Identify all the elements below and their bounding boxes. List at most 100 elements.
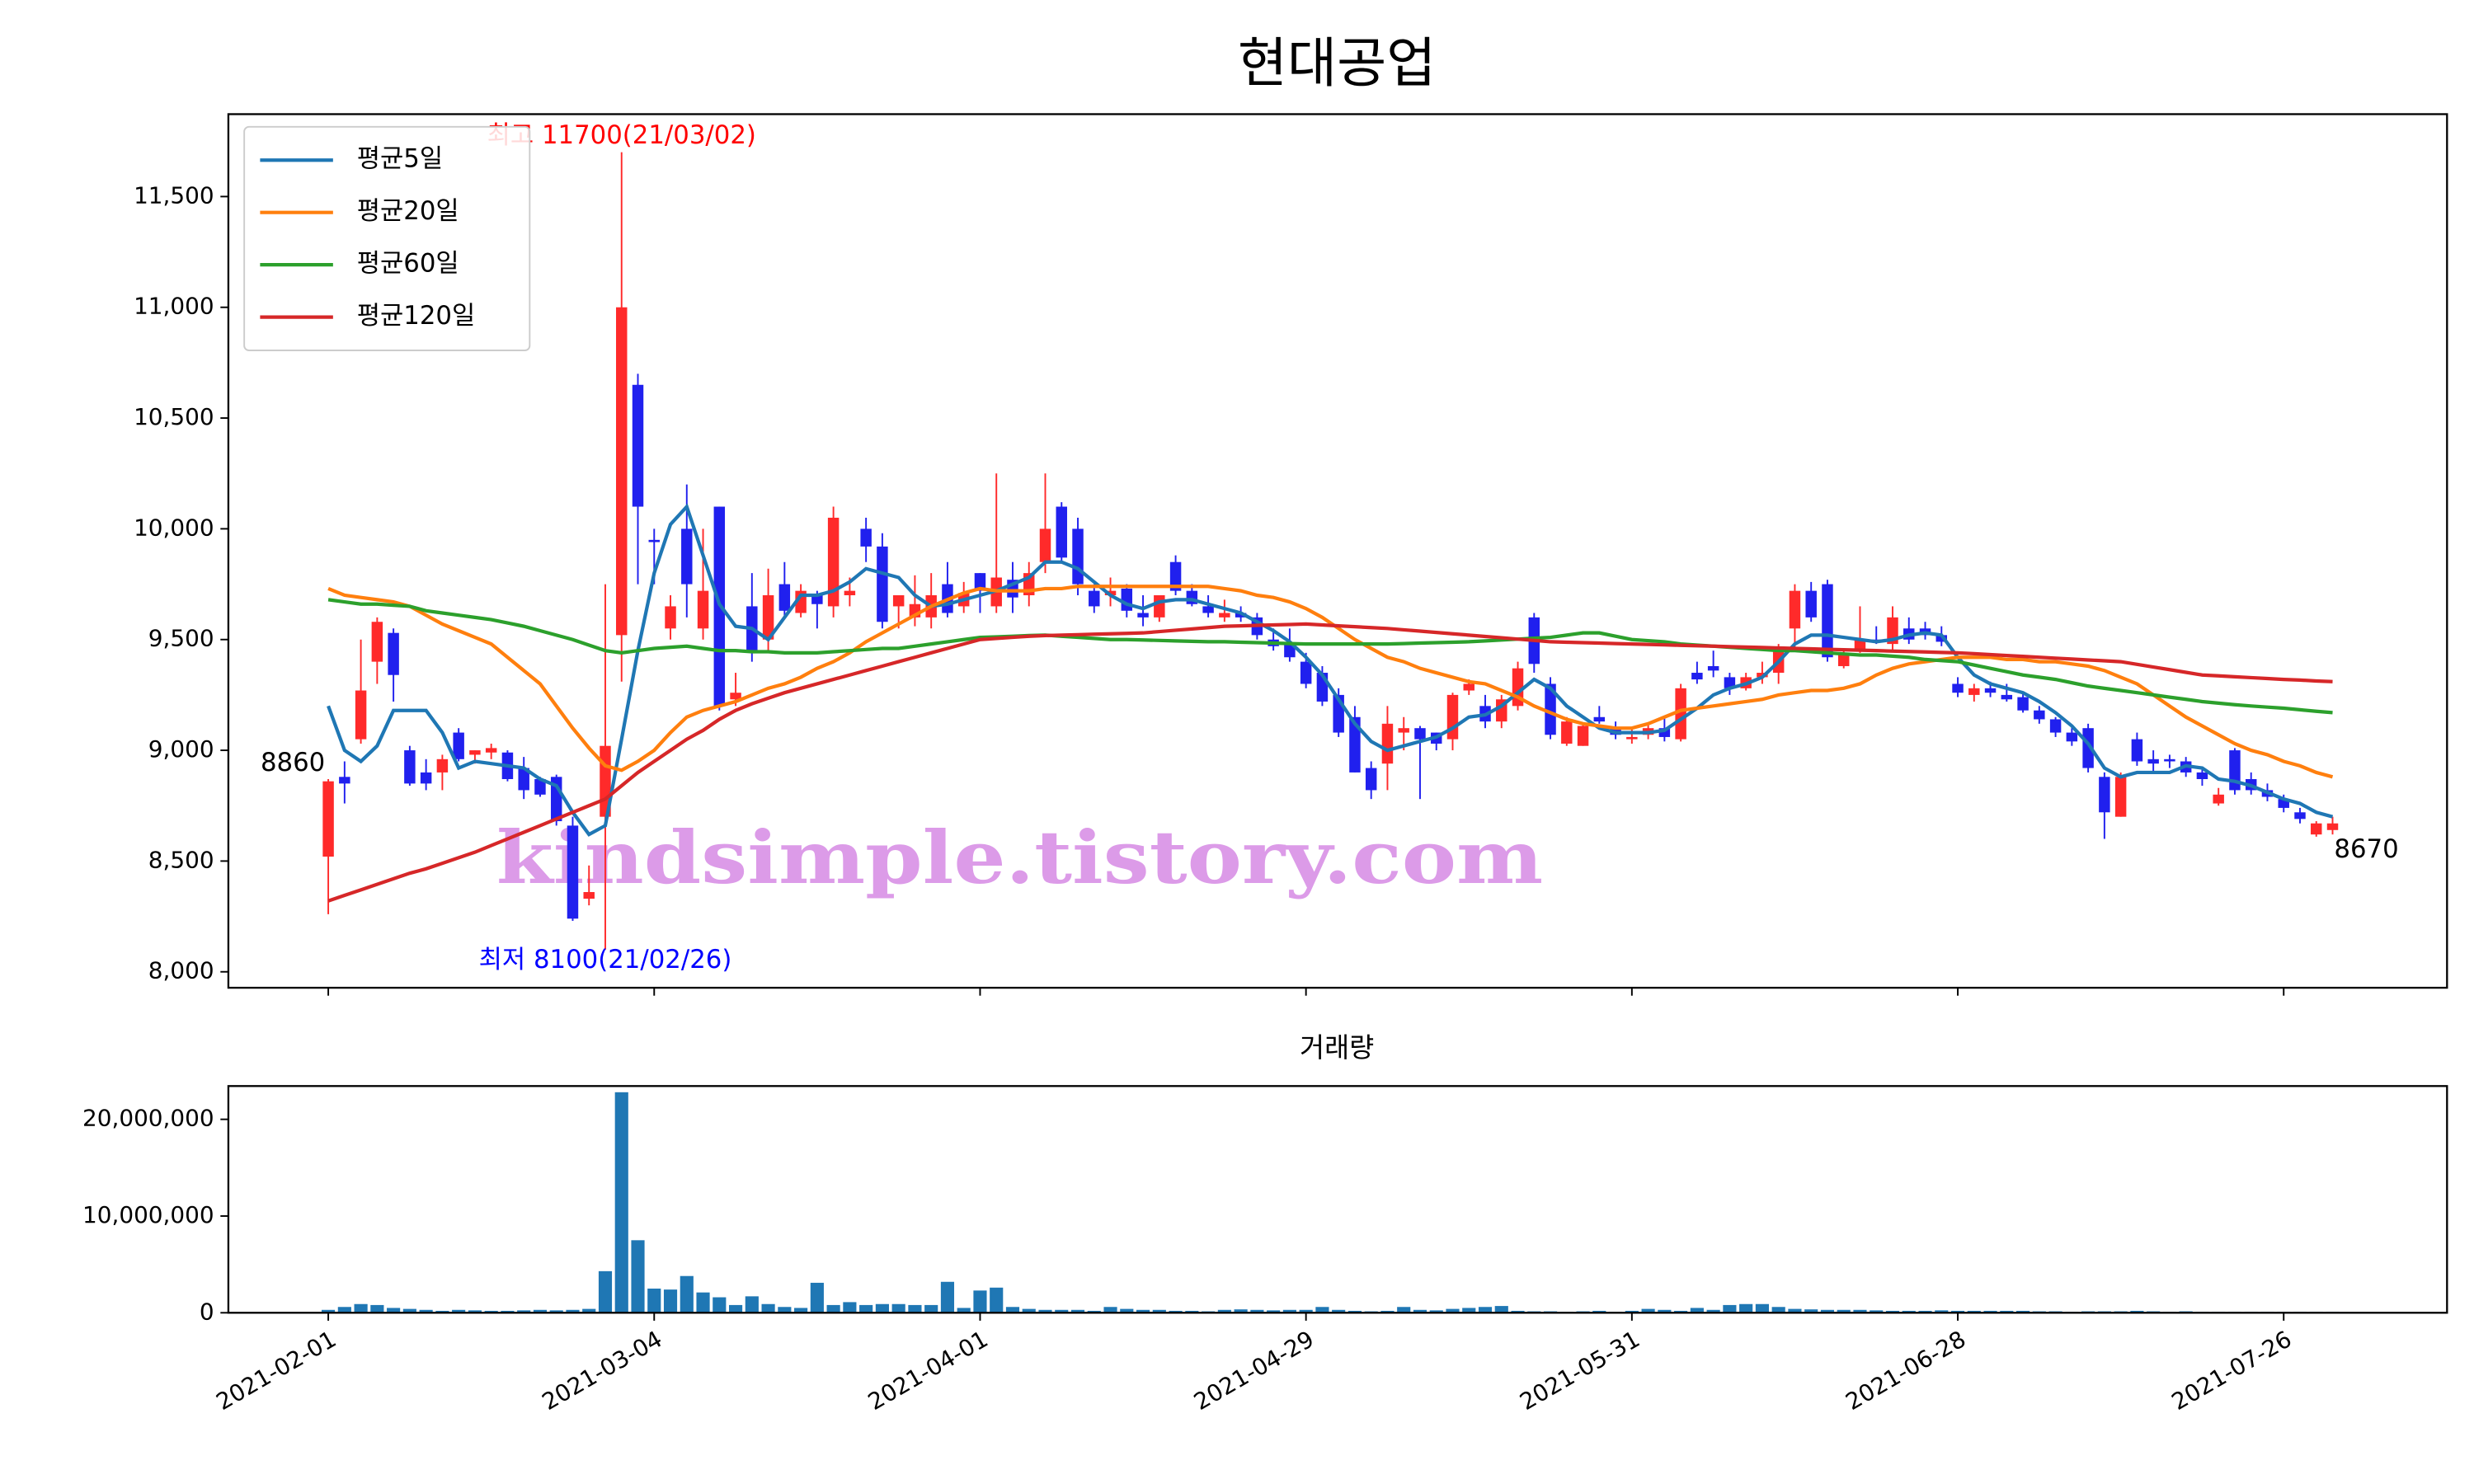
legend-box <box>243 125 531 351</box>
volume-bar <box>1853 1309 1867 1313</box>
candle-body <box>2147 758 2159 764</box>
volume-bar <box>778 1307 792 1313</box>
volume-bar <box>810 1282 824 1313</box>
candle-body <box>2114 777 2127 817</box>
candle-body <box>1935 635 1948 642</box>
ma-line <box>327 598 2333 715</box>
volume-bar <box>794 1308 808 1313</box>
volume-bar <box>1983 1310 1997 1313</box>
candle-body <box>583 892 595 899</box>
y-tick-label: 11,500 <box>134 181 214 209</box>
candle-body <box>2164 758 2175 762</box>
volume-bar <box>614 1092 628 1313</box>
volume-bar <box>337 1307 351 1313</box>
volume-bar <box>663 1289 678 1313</box>
volume-bar <box>1918 1310 1932 1313</box>
candle-body <box>2034 710 2045 720</box>
candle-body <box>518 768 529 791</box>
y-tick-label: 0 <box>200 1298 214 1325</box>
candle-body <box>877 546 888 622</box>
candle-body <box>1056 506 1067 558</box>
annotation: 최고 11700(21/03/02) <box>487 120 756 150</box>
candle-body <box>860 528 872 547</box>
candle-body <box>1789 590 1801 629</box>
volume-bar <box>940 1281 955 1313</box>
candle-body <box>2294 812 2306 819</box>
candle-body <box>534 778 546 795</box>
candle-body <box>697 590 709 629</box>
volume-bar <box>1625 1310 1639 1313</box>
candle-body <box>453 732 464 759</box>
candle-body <box>2278 799 2289 808</box>
candle-body <box>1463 683 1475 691</box>
volume-bar <box>1315 1307 1329 1313</box>
volume-bar <box>1332 1309 1346 1313</box>
volume-bar <box>1169 1310 1183 1313</box>
volume-bar <box>1902 1310 1916 1313</box>
candle-body <box>1577 726 1589 746</box>
volume-bar <box>1478 1307 1493 1313</box>
volume-bar <box>1837 1309 1851 1313</box>
volume-bar <box>1055 1309 1069 1313</box>
y-tick-label: 10,500 <box>134 403 214 430</box>
volume-bar <box>1641 1308 1655 1313</box>
volume-bar <box>1103 1307 1117 1313</box>
volume-bar <box>1755 1303 1769 1313</box>
volume-bar <box>761 1303 775 1313</box>
candle-body <box>469 750 481 755</box>
volume-bar <box>957 1308 971 1313</box>
volume-bar <box>696 1292 710 1313</box>
annotation: 최저 8100(21/02/26) <box>479 945 732 974</box>
candle-body <box>1446 694 1459 740</box>
volume-bar <box>322 1309 336 1313</box>
candle-body <box>2099 777 2110 813</box>
candle-body <box>420 772 432 784</box>
candle-body <box>778 584 791 611</box>
volume-bar <box>484 1310 498 1313</box>
candle-body <box>844 590 856 596</box>
candle-body <box>2066 732 2078 742</box>
volume-bar <box>713 1297 727 1313</box>
volume-bar <box>598 1270 613 1313</box>
candle-body <box>485 748 497 753</box>
candle-body <box>1675 688 1686 740</box>
ma-line <box>327 622 2333 903</box>
candle-body <box>665 606 676 629</box>
volume-bar <box>2130 1310 2144 1313</box>
volume-bar <box>990 1287 1004 1313</box>
candle-body <box>1545 683 1556 735</box>
volume-bar <box>1022 1308 1036 1313</box>
volume-bar <box>728 1304 743 1313</box>
candle-body <box>567 825 579 919</box>
annotation: 8860 <box>261 748 325 777</box>
candle-body <box>616 307 628 636</box>
legend-label: 평균20일 <box>357 196 459 226</box>
candle-body <box>388 632 399 675</box>
volume-bar <box>1087 1310 1101 1313</box>
price-frame <box>227 113 2448 989</box>
candle-body <box>1121 588 1133 611</box>
candle-body <box>2311 823 2322 835</box>
candle-body <box>1235 613 1247 618</box>
volume-bar <box>1592 1310 1606 1313</box>
volume-bar <box>1348 1310 1362 1313</box>
volume-title: 거래량 <box>1300 1032 1374 1064</box>
candle-body <box>2213 794 2224 804</box>
candle-body <box>1854 639 1866 651</box>
candle-body <box>730 693 741 700</box>
candle-body <box>1805 590 1817 618</box>
candle-body <box>1561 721 1573 744</box>
price-panel: 8,000 8,500 9,000 9,500 10,000 10,500 11,000 11… <box>134 120 2399 996</box>
volume-bar <box>517 1310 531 1313</box>
y-tick-label: 10,000,000 <box>82 1201 214 1228</box>
annotation: 8670 <box>2334 834 2398 864</box>
candle-body <box>1202 606 1214 613</box>
volume-bar <box>1511 1310 1525 1313</box>
candle-body <box>2017 697 2029 711</box>
volume-bar <box>566 1309 580 1313</box>
volume-bar <box>1820 1309 1835 1313</box>
volume-bar <box>680 1275 694 1313</box>
candle-body <box>1219 613 1230 618</box>
candle-body <box>322 781 334 857</box>
